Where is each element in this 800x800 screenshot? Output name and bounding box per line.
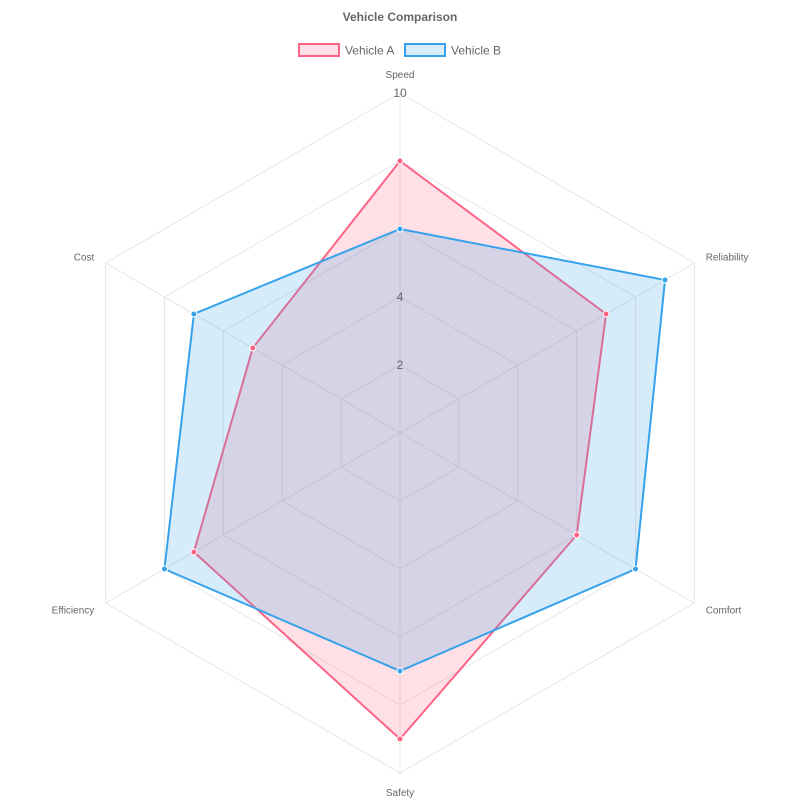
axis-label-cost: Cost <box>74 253 95 264</box>
legend-label-vehicle-a: Vehicle A <box>345 44 394 58</box>
legend: Vehicle A Vehicle B <box>297 43 501 58</box>
series-layer <box>160 157 669 743</box>
spoke-comfort <box>399 432 695 604</box>
data-point-vehicle-a-comfort[interactable] <box>573 531 581 539</box>
data-point-vehicle-b-reliability[interactable] <box>661 276 669 284</box>
radar-grid <box>105 92 695 774</box>
axis-label-comfort: Comfort <box>706 606 742 617</box>
data-point-vehicle-b-speed[interactable] <box>396 225 404 233</box>
data-point-vehicle-b-safety[interactable] <box>396 667 404 675</box>
axis-label-safety: Safety <box>386 788 414 799</box>
tick-label-2: 2 <box>397 358 404 372</box>
chart-title: Vehicle Comparison <box>343 10 458 24</box>
data-point-vehicle-b-cost[interactable] <box>190 310 198 318</box>
legend-swatch-vehicle-a <box>297 43 340 57</box>
data-point-vehicle-b-efficiency[interactable] <box>160 565 168 573</box>
legend-swatch-vehicle-b <box>404 43 446 57</box>
axis-labels: 2 4 10 Speed Reliability Comfort Safety Efficie… <box>52 70 749 799</box>
axis-label-reliability: Reliability <box>706 253 749 264</box>
axis-label-efficiency: Efficiency <box>52 606 95 617</box>
data-point-vehicle-a-speed[interactable] <box>396 157 404 165</box>
data-point-vehicle-a-reliability[interactable] <box>602 310 610 318</box>
data-point-vehicle-a-efficiency[interactable] <box>190 548 198 556</box>
spoke-efficiency <box>105 432 401 604</box>
series-area-vehicle-b <box>163 227 667 673</box>
tick-label-10: 10 <box>393 86 407 100</box>
legend-item-vehicle-a[interactable]: Vehicle A <box>297 43 394 58</box>
legend-label-vehicle-b: Vehicle B <box>451 44 501 58</box>
data-point-vehicle-a-safety[interactable] <box>396 735 404 743</box>
legend-item-vehicle-b[interactable]: Vehicle B <box>404 43 501 58</box>
data-point-vehicle-b-comfort[interactable] <box>632 565 640 573</box>
tick-label-4: 4 <box>397 290 404 304</box>
data-point-vehicle-a-cost[interactable] <box>249 344 257 352</box>
axis-label-speed: Speed <box>386 70 415 81</box>
spoke-reliability <box>399 262 695 434</box>
